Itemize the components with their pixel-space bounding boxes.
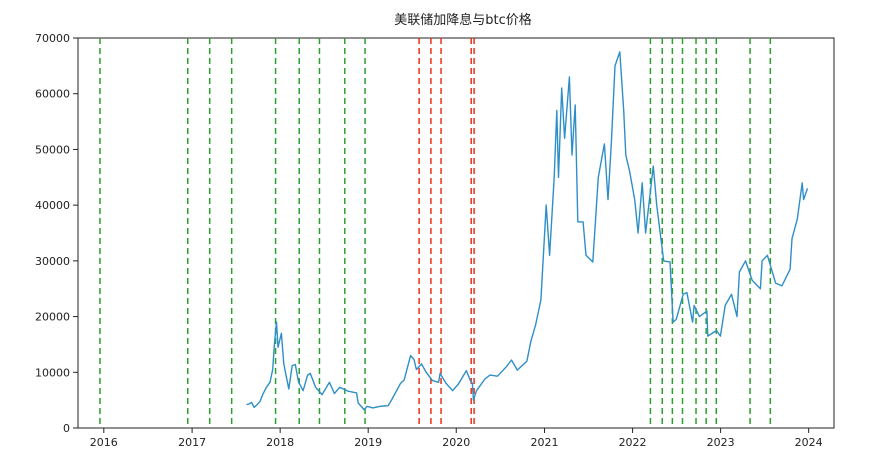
price-series [246, 51, 809, 411]
y-tick-label: 50000 [35, 143, 70, 156]
x-tick-label: 2018 [266, 436, 294, 449]
y-tick-label: 70000 [35, 32, 70, 45]
y-tick-label: 10000 [35, 366, 70, 379]
y-tick-label: 60000 [35, 88, 70, 101]
event-markers [99, 38, 772, 428]
chart-title: 美联储加降息与btc价格 [394, 12, 532, 28]
series-line [246, 51, 809, 411]
x-tick-label: 2020 [442, 436, 470, 449]
y-tick-label: 30000 [35, 255, 70, 268]
x-tick-label: 2016 [90, 436, 118, 449]
x-tick-label: 2019 [354, 436, 382, 449]
y-axis: 0 10000 20000 30000 40000 50000 60000 70000 [35, 32, 78, 435]
y-tick-label: 40000 [35, 199, 70, 212]
x-tick-label: 2023 [707, 436, 735, 449]
x-tick-label: 2017 [178, 436, 206, 449]
x-axis: 2016 2017 2018 2019 2020 2021 2022 2023 2024 [90, 428, 823, 449]
plot-area-frame [77, 37, 835, 429]
x-tick-label: 2022 [619, 436, 647, 449]
x-tick-label: 2021 [531, 436, 559, 449]
y-tick-label: 0 [63, 422, 70, 435]
x-tick-label: 2024 [795, 436, 823, 449]
y-tick-label: 20000 [35, 311, 70, 324]
